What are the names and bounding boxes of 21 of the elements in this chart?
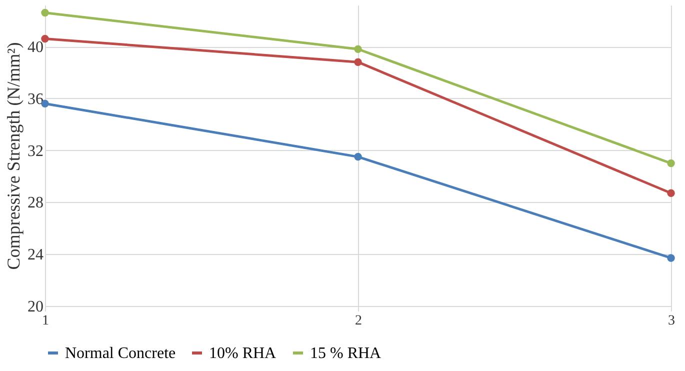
x-tick-label: 1 — [42, 314, 49, 328]
y-tick-label: 32 — [28, 142, 44, 160]
y-tick-label: 36 — [28, 90, 44, 108]
point — [354, 152, 362, 161]
point — [354, 58, 362, 66]
legend-label: Normal Concrete — [65, 345, 176, 362]
y-axis-title: Compressive Strength (N/mm²) — [4, 42, 24, 270]
y-tick-label: 28 — [28, 194, 44, 212]
y-tick-label: 40 — [28, 39, 44, 56]
point — [41, 34, 49, 43]
point — [354, 45, 362, 53]
point — [41, 8, 49, 17]
point — [667, 189, 675, 197]
x-tick-label: 3 — [668, 314, 675, 328]
legend-label: 10% RHA — [209, 345, 277, 362]
point — [667, 159, 675, 168]
point — [667, 254, 675, 262]
legend-label: 15 % RHA — [310, 345, 382, 362]
y-tick-label: 20 — [28, 298, 44, 316]
y-tick-label: 24 — [28, 246, 44, 264]
x-tick-label: 2 — [355, 314, 362, 328]
